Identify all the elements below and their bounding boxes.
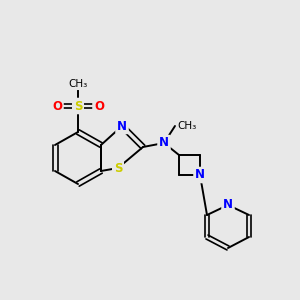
- Text: N: N: [223, 199, 233, 212]
- Text: N: N: [117, 119, 127, 133]
- Text: S: S: [74, 100, 82, 112]
- Text: CH₃: CH₃: [68, 79, 88, 89]
- Text: N: N: [159, 136, 169, 149]
- Text: CH₃: CH₃: [177, 121, 196, 131]
- Text: S: S: [114, 161, 122, 175]
- Text: N: N: [195, 169, 205, 182]
- Text: O: O: [94, 100, 104, 112]
- Text: O: O: [52, 100, 62, 112]
